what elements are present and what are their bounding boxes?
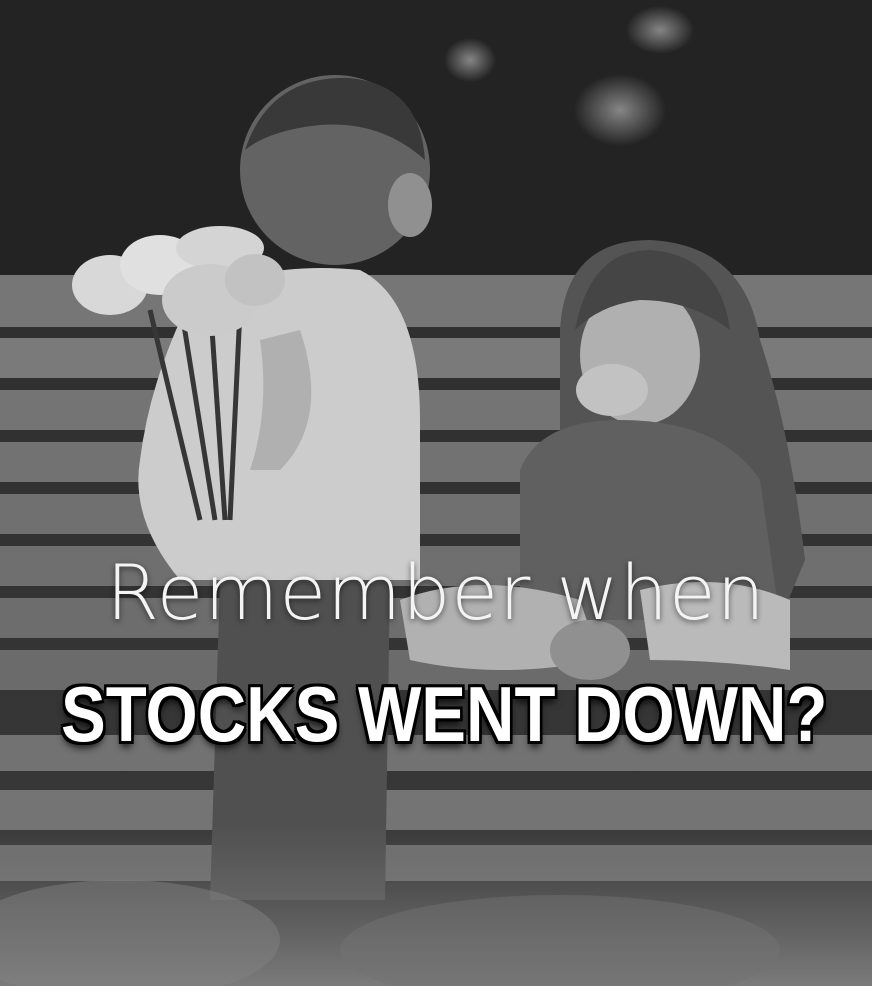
caption-bottom: STOCKS WENT DOWN? <box>61 670 828 758</box>
flower-bouquet <box>72 226 285 521</box>
girl-figure <box>400 240 805 680</box>
caption-top: Remember when <box>106 548 766 637</box>
